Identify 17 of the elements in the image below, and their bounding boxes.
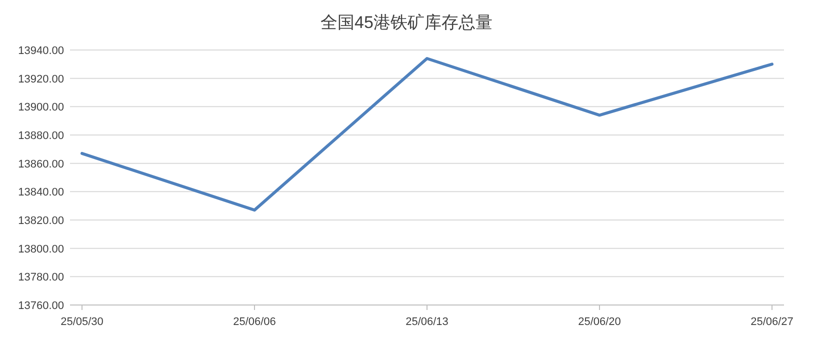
x-tick-label: 25/06/20 xyxy=(578,316,621,328)
x-tick-label: 25/06/13 xyxy=(406,316,448,328)
x-tick-label: 25/06/27 xyxy=(750,316,794,328)
y-tick-label: 13860.00 xyxy=(18,158,64,170)
y-tick-label: 13780.00 xyxy=(18,272,64,284)
y-tick-label: 13800.00 xyxy=(18,243,64,256)
y-tick-label: 13880.00 xyxy=(18,130,64,142)
chart-title: 全国45港铁矿库存总量 xyxy=(320,13,492,32)
y-tick-label: 13900.00 xyxy=(18,102,64,114)
y-tick-label: 13840.00 xyxy=(18,186,64,199)
y-tick-label: 13820.00 xyxy=(18,215,64,227)
y-tick-label: 13920.00 xyxy=(18,73,64,86)
line-series xyxy=(80,57,774,212)
x-tick-label: 25/05/30 xyxy=(60,316,104,328)
y-tick-label: 13760.00 xyxy=(18,300,64,312)
x-tick-label: 25/06/06 xyxy=(233,316,276,328)
y-tick-label: 13940.00 xyxy=(18,45,64,57)
